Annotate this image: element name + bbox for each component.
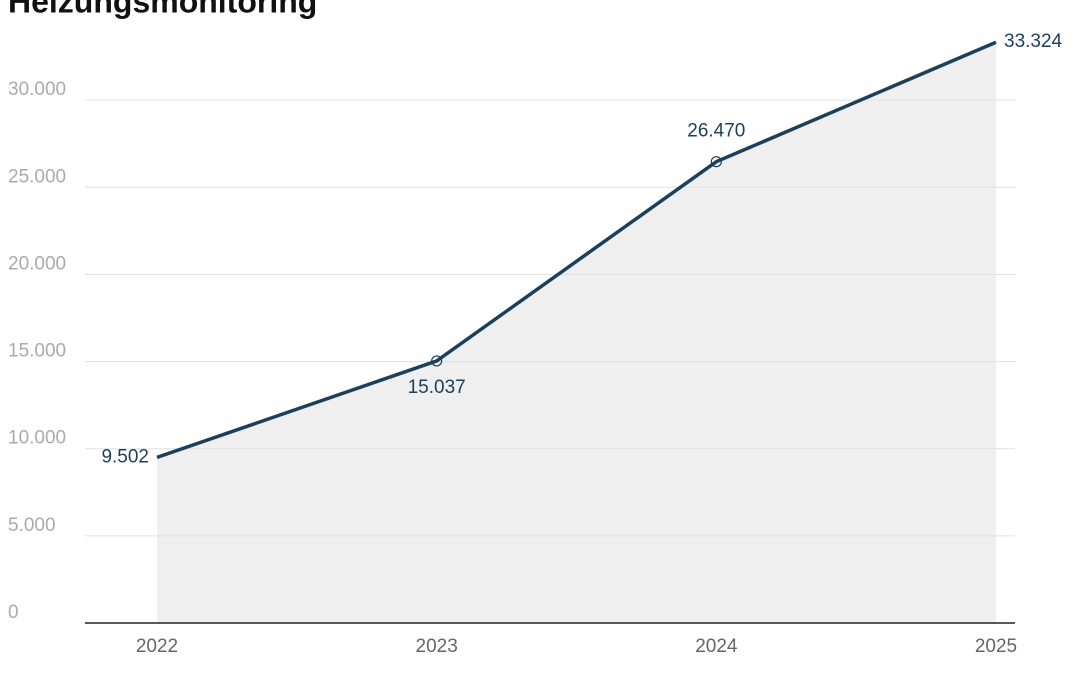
y-tick-label: 25.000 (8, 166, 66, 187)
point (710, 156, 722, 168)
x-tick-label: 2023 (416, 636, 458, 657)
y-tick-label: 0 (8, 602, 19, 623)
y-tick-label: 15.000 (8, 341, 66, 362)
value-label: 33.324 (1004, 31, 1063, 52)
y-tick-label: 20.000 (8, 253, 66, 274)
y-tick-label: 30.000 (8, 79, 66, 100)
x-tick-label: 2022 (136, 636, 178, 657)
y-tick-label: 5.000 (8, 515, 56, 536)
point (431, 355, 443, 367)
value-label: 9.502 (101, 446, 149, 467)
x-tick-label: 2025 (975, 636, 1017, 657)
y-tick-label: 10.000 (8, 428, 66, 449)
value-label: 15.037 (408, 377, 466, 398)
line (156, 40, 997, 460)
chart-title: Heizungsmonitoring (8, 0, 317, 19)
x-tick-label: 2024 (695, 636, 738, 657)
value-label: 26.470 (687, 121, 745, 142)
